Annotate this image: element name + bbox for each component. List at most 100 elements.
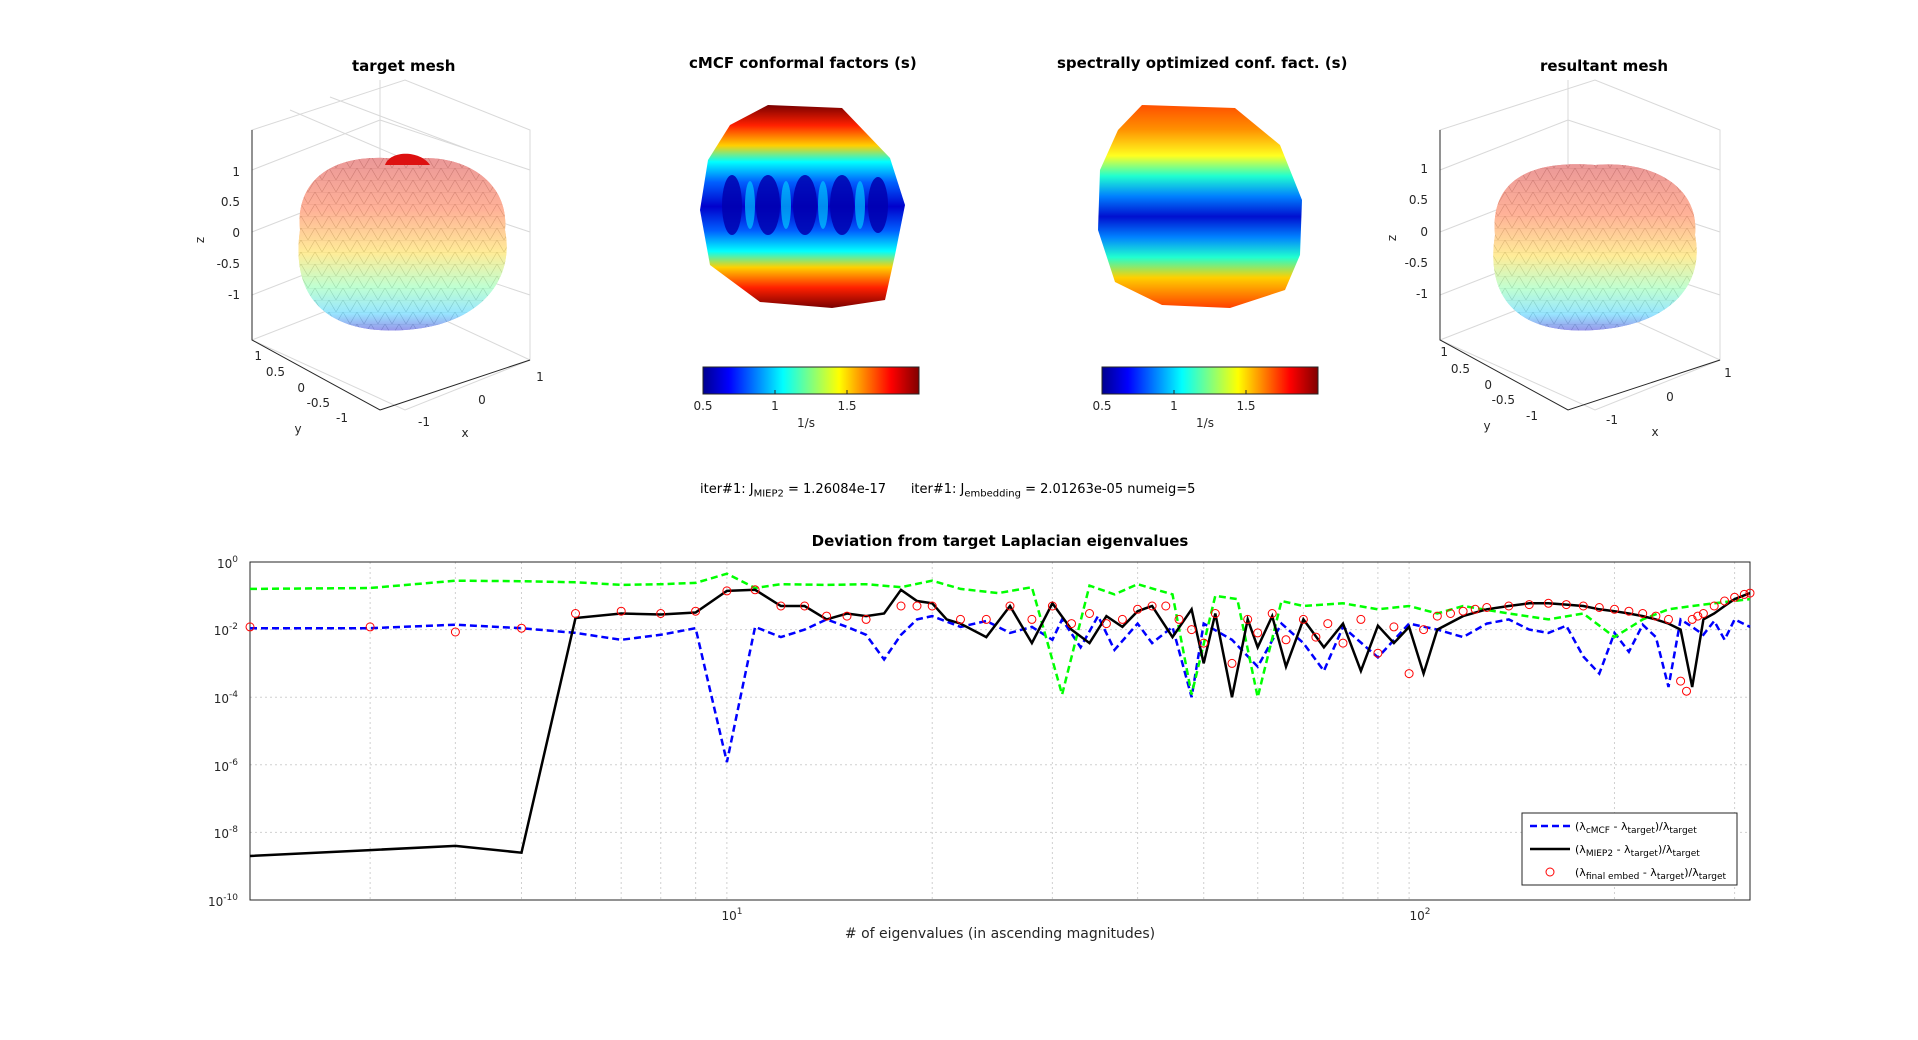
y-tick-4: 10-8 [214,825,239,841]
y-tick-2-base: 10 [214,692,229,706]
t-y-label: y [294,422,301,436]
final-embed-point [517,623,526,633]
y-tick-4-exp: -8 [229,825,238,835]
cb1-tick-2: 1.5 [837,399,856,413]
x-tick-100-exp: 2 [1425,907,1431,917]
y-tick-4-base: 10 [214,827,229,841]
final-embed-point [1720,596,1730,606]
final-embed-point [1543,598,1553,608]
final-embed-point [571,609,580,618]
y-tick-5-exp: -10 [223,893,238,903]
cb2-unit: 1/s [1196,416,1214,430]
final-embed-point [1210,609,1220,618]
final-embed-point [1117,614,1127,624]
final-embed-point [1174,614,1184,624]
l2c: - λ [1613,843,1631,856]
info-part1: iter#1: J [700,482,754,497]
final-embed-point [1323,619,1333,629]
final-embed-point [1682,686,1691,696]
final-embed-point [1610,604,1619,614]
target-mesh-surface [298,153,507,331]
r-y-tick-2: 0 [1484,378,1492,392]
l2b: MIEP2 [1586,849,1613,859]
l3b: final embed [1586,872,1640,882]
top-panels: 0.5 1 1.5 1/s 0.5 1 1.5 1/s 1 0.5 0 -0.5 [193,79,1732,440]
final-embed-point [1133,604,1143,614]
final-embed-point [1373,648,1383,658]
cb1-unit: 1/s [797,416,815,430]
target-mesh-axis-lines [251,130,531,411]
r-y-label: y [1483,419,1490,433]
r-z-tick-2: 0 [1420,225,1428,239]
final-embed-point [927,601,937,611]
final-embed-point [1298,614,1308,624]
r-y-tick-4: -1 [1526,409,1538,423]
t-y-tick-0: 1 [254,349,262,363]
final-embed-point [1524,600,1534,610]
final-embed-point [1578,601,1588,611]
y-tick-3: 10-6 [214,758,239,774]
r-y-tick-0: 1 [1440,345,1448,359]
final-embed-point [1067,619,1076,629]
r-x-tick-1: 0 [1666,390,1674,404]
target-mesh-ticks: 1 0.5 0 -0.5 -1 z 1 0.5 0 -0.5 -1 y 1 0 … [193,165,544,440]
y-tick-5: 10-10 [208,893,238,909]
l1a: (λ [1575,820,1586,833]
legend-entry-miep2: (λMIEP2 - λtarget)/λtarget [1575,843,1700,859]
r-y-tick-3: -0.5 [1492,393,1515,407]
y-tick-2-exp: -4 [229,690,238,700]
r-x-tick-0: 1 [1724,366,1732,380]
final-embed-point [912,601,922,611]
final-embed-point [1709,601,1719,611]
legend: (λcMCF - λtarget)/λtarget (λMIEP2 - λtar… [1521,812,1738,886]
t-x-label: x [461,426,468,440]
final-embed-point [656,609,666,618]
l3e: )/λ [1684,866,1699,879]
t-z-tick-4: -1 [228,288,240,302]
l3a: (λ [1575,866,1586,879]
final-embed-point [1446,609,1455,618]
final-embed-point [1227,658,1237,668]
y-tick-3-base: 10 [214,760,229,774]
resultant-mesh-surface [1493,164,1697,331]
t-z-tick-3: -0.5 [217,257,240,271]
final-embed-point [1005,601,1015,611]
final-embed-point [1504,601,1514,611]
final-embed-point [1664,614,1673,624]
final-embed-point [956,614,965,624]
l1e: )/λ [1655,820,1670,833]
y-tick-labels: 100 10-2 10-4 10-6 10-8 10-10 [208,555,238,909]
t-y-tick-3: -0.5 [307,396,330,410]
final-embed-point [750,585,760,595]
cmcf-factors-title: cMCF conformal factors (s) [689,54,917,72]
final-embed-point [722,586,732,596]
final-embed-point [981,614,991,624]
chart-title: Deviation from target Laplacian eigenval… [812,532,1189,550]
legend-entry-final: (λfinal embed - λtarget)/λtarget [1575,866,1727,882]
miep2-line [249,588,1751,858]
r-z-tick-0: 1 [1420,162,1428,176]
plot-frame [249,561,1751,901]
cmcf-disk [700,105,905,308]
r-z-tick-4: -1 [1416,287,1428,301]
final-embed-point [1624,606,1634,616]
info-sub1: MIEP2 [753,488,784,500]
x-tick-10-exp: 1 [737,907,743,917]
x-tick-10: 101 [721,907,742,923]
final-embed-point [1085,609,1094,618]
final-embed-point [245,622,255,632]
l3d: target [1657,872,1685,882]
final-embed-point [1404,669,1414,679]
final-embed-point [616,606,626,616]
y-tick-1-exp: -2 [229,622,238,632]
final-embed-point [1561,600,1571,610]
cb1-tick-1: 1 [771,399,779,413]
x-tick-10-base: 10 [721,909,736,923]
t-z-tick-0: 1 [232,165,240,179]
y-tick-5-base: 10 [208,895,223,909]
x-axis-label: # of eigenvalues (in ascending magnitude… [845,926,1155,942]
final-embed-point [1419,625,1429,635]
l1b: cMCF [1586,826,1610,836]
t-y-tick-1: 0.5 [266,365,285,379]
final-embed-point [1458,606,1468,616]
